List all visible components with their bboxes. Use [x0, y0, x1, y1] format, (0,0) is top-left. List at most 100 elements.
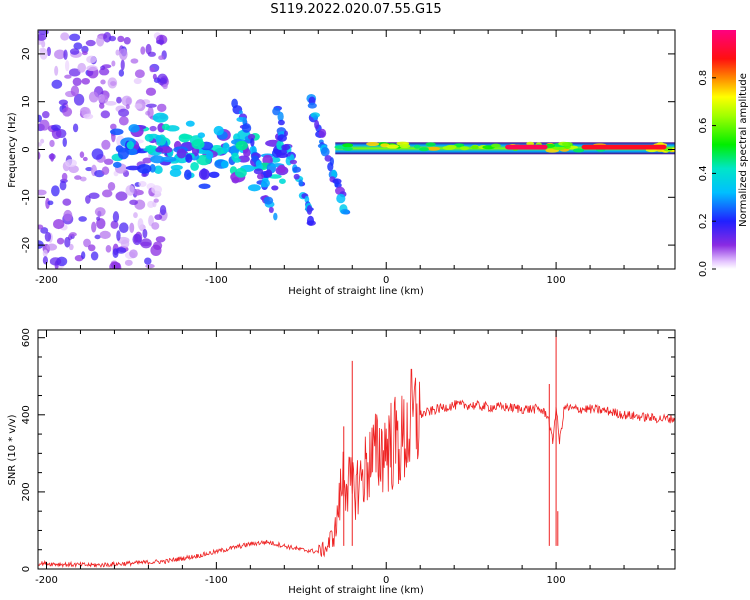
heatmap-blob [81, 77, 90, 85]
heatmap-blob [88, 91, 99, 103]
heatmap-blob [133, 234, 138, 243]
heatmap-blob [445, 144, 457, 149]
heatmap-blob [220, 160, 229, 169]
heatmap-blob [459, 146, 470, 151]
heatmap-blob [140, 46, 146, 55]
heatmap-blob [276, 152, 289, 159]
heatmap-blob [100, 79, 106, 85]
heatmap-blob [130, 58, 139, 64]
heatmap-blob [153, 198, 159, 203]
heatmap-blob [108, 35, 117, 42]
heatmap-blob [253, 168, 264, 175]
heatmap-blob [289, 159, 298, 165]
spectrogram-x-tick-label: 100 [547, 275, 566, 286]
heatmap-blob [44, 231, 52, 242]
heatmap-blob [112, 248, 119, 259]
heatmap-blob [399, 144, 411, 149]
heatmap-blob [118, 116, 129, 126]
heatmap-blob [125, 165, 141, 171]
snr-panel: -200 -100 0 100 0 200 400 600 Height of straigh… [7, 328, 676, 596]
heatmap-blob [134, 103, 143, 109]
heatmap-blob [310, 112, 321, 118]
heatmap-blob [85, 166, 93, 172]
heatmap-blob [74, 175, 82, 180]
heatmap-blob [126, 140, 135, 150]
heatmap-blob [124, 259, 133, 266]
heatmap-blob [133, 212, 138, 219]
heatmap-blob [366, 142, 380, 147]
heatmap-blob [68, 243, 74, 251]
heatmap-blob [306, 215, 315, 226]
heatmap-blob [94, 234, 101, 240]
heatmap-blob [161, 156, 177, 163]
spectrogram-y-tick-label: 10 [21, 95, 32, 108]
heatmap-blob [105, 245, 112, 253]
snr-y-tick-label: 600 [21, 328, 32, 347]
heatmap-blob [208, 171, 220, 178]
colorbar-gradient [712, 30, 736, 269]
heatmap-blob [115, 262, 122, 269]
heatmap-blob [147, 106, 154, 119]
heatmap-blob [46, 243, 58, 251]
heatmap-blob [144, 257, 152, 265]
peak-amplitude-segment [581, 144, 667, 150]
heatmap-blob [58, 99, 68, 106]
heatmap-blob [154, 214, 163, 221]
peak-amplitude-segment [505, 144, 548, 150]
heatmap-blob [117, 147, 130, 160]
heatmap-blob [54, 65, 59, 76]
heatmap-blob [238, 110, 243, 115]
heatmap-blob [65, 159, 77, 168]
heatmap-blob [112, 211, 120, 223]
spectrogram-y-axis-label: Frequency (Hz) [7, 112, 18, 188]
heatmap-blob [96, 216, 101, 221]
snr-x-axis-label: Height of straight line (km) [288, 585, 424, 596]
heatmap-blob [293, 173, 300, 180]
heatmap-blob [318, 128, 327, 138]
heatmap-blob [265, 169, 273, 178]
heatmap-blob [85, 39, 96, 47]
heatmap-blob [213, 125, 224, 136]
heatmap-blob [79, 176, 87, 182]
heatmap-blob [306, 205, 313, 215]
heatmap-blob [190, 161, 199, 171]
snr-x-tick-label: -100 [205, 575, 228, 586]
heatmap-blob [82, 156, 88, 162]
heatmap-blob [42, 111, 50, 119]
heatmap-blob [342, 146, 353, 151]
heatmap-blob [120, 59, 125, 71]
heatmap-blob [38, 151, 41, 160]
heatmap-blob [60, 32, 70, 41]
heatmap-blob [90, 251, 99, 261]
heatmap-blob [564, 144, 571, 149]
spectrogram-y-tick-label: -10 [21, 189, 32, 205]
heatmap-blob [49, 139, 55, 148]
heatmap-blob [153, 165, 163, 175]
heatmap-blob [110, 81, 117, 86]
colorbar-tick-label: 0.0 [698, 261, 709, 277]
spectrogram-y-tick-label: -20 [21, 237, 32, 253]
heatmap-blob [155, 236, 166, 243]
heatmap-blob [112, 161, 122, 168]
heatmap-blob [42, 249, 48, 257]
heatmap-blob [133, 188, 142, 196]
heatmap-blob [155, 134, 162, 143]
heatmap-blob [87, 244, 96, 252]
heatmap-blob [185, 120, 195, 127]
heatmap-blob [40, 138, 45, 144]
heatmap-blob [271, 185, 279, 191]
heatmap-blob [69, 48, 80, 55]
heatmap-blob [129, 199, 138, 206]
heatmap-blob [158, 55, 165, 61]
heatmap-blob [68, 165, 79, 174]
heatmap-blob [197, 132, 206, 139]
spectrogram-x-tick-label: -200 [35, 275, 58, 286]
heatmap-blob [83, 113, 94, 120]
heatmap-blob [98, 94, 109, 104]
colorbar-tick-label: 0.4 [698, 165, 709, 181]
heatmap-blob [123, 37, 131, 45]
heatmap-blob [283, 130, 288, 137]
spectrogram-x-axis-label: Height of straight line (km) [288, 286, 424, 297]
heatmap-blob [191, 139, 205, 150]
